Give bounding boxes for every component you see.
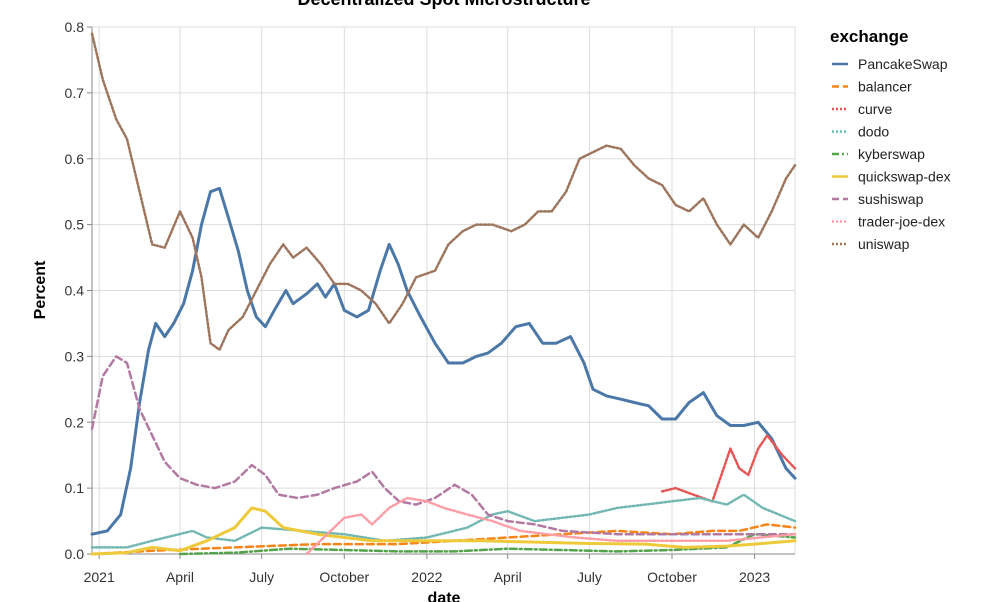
- series-line-balancer: [90, 523, 797, 556]
- series-line-kyberswap: [178, 532, 797, 556]
- series-line-sushiswap: [90, 355, 797, 536]
- x-tick-label: July: [577, 569, 602, 585]
- legend: exchange PancakeSwap balancer curve dodo kyb…: [830, 27, 951, 252]
- legend-label: kyberswap: [858, 146, 925, 162]
- x-tick-label: October: [319, 569, 369, 585]
- y-tick-label: 0.7: [65, 85, 85, 101]
- series-line-uniswap: [90, 32, 797, 352]
- legend-label: curve: [858, 101, 892, 117]
- y-axis-title: Percent: [32, 260, 49, 319]
- x-axis-title: date: [428, 590, 461, 602]
- legend-label: balancer: [858, 79, 912, 95]
- series-line-PancakeSwap: [90, 186, 797, 536]
- series-line-curve: [660, 434, 797, 503]
- x-tick-label: 2023: [739, 569, 770, 585]
- y-tick-label: 0.5: [65, 217, 85, 233]
- legend-label: dodo: [858, 124, 889, 140]
- legend-label: quickswap-dex: [858, 169, 951, 185]
- chart-title: Decentralized Spot Microstructure: [297, 0, 590, 9]
- y-tick-label: 0.2: [65, 414, 85, 430]
- plot-area: [90, 32, 797, 556]
- y-axis: 0.0 0.1 0.2 0.3 0.4 0.5 0.6 0.7 0.8: [65, 19, 93, 562]
- grid: [91, 26, 796, 555]
- series-line-trader-joe-dex: [305, 496, 797, 556]
- x-tick-label: April: [494, 569, 522, 585]
- series-line-quickswap-dex: [90, 506, 797, 556]
- x-tick-label: April: [166, 569, 194, 585]
- x-tick-label: October: [647, 569, 697, 585]
- y-tick-label: 0.4: [65, 283, 85, 299]
- y-tick-label: 0.1: [65, 480, 85, 496]
- x-tick-label: July: [249, 569, 274, 585]
- x-tick-label: 2022: [411, 569, 442, 585]
- legend-label: uniswap: [858, 236, 910, 252]
- y-tick-label: 0.3: [65, 348, 85, 364]
- legend-label: trader-joe-dex: [858, 214, 945, 230]
- x-axis: 2021 April July October 2022 April July October…: [84, 553, 795, 585]
- y-tick-label: 0.8: [65, 19, 85, 35]
- legend-label: PancakeSwap: [858, 56, 948, 72]
- legend-label: sushiswap: [858, 191, 924, 207]
- series-line-dodo: [90, 493, 797, 549]
- legend-title: exchange: [830, 27, 908, 46]
- y-tick-label: 0.6: [65, 151, 85, 167]
- y-tick-label: 0.0: [65, 546, 85, 562]
- x-tick-label: 2021: [84, 569, 115, 585]
